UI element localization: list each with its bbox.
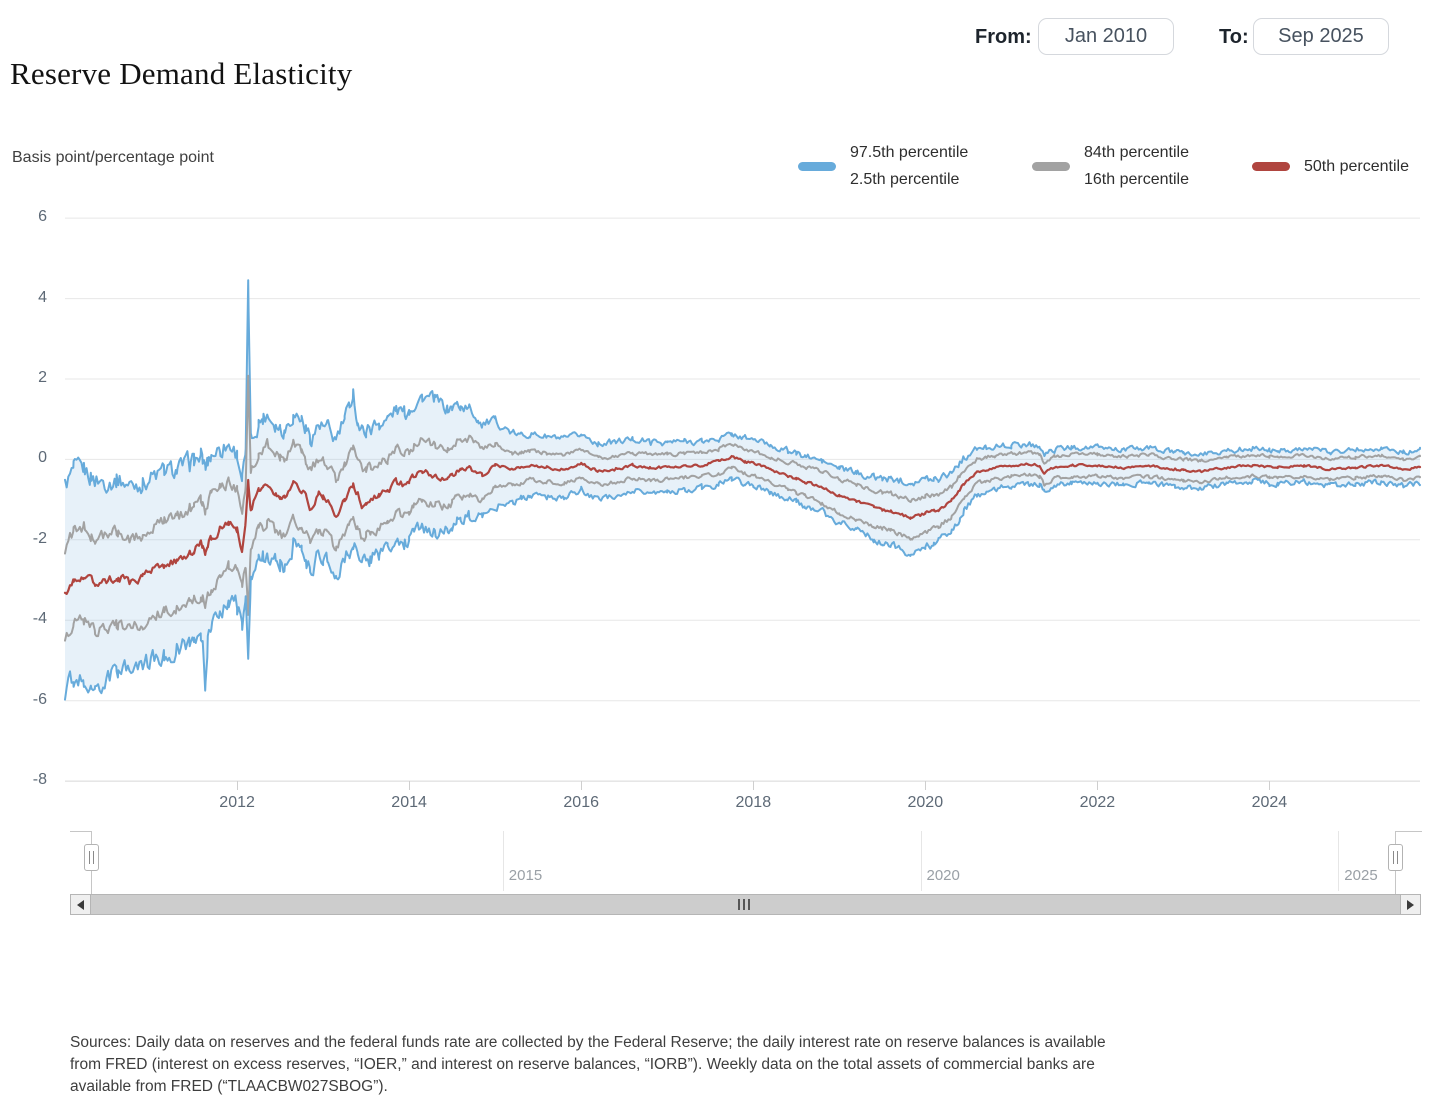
navigator-gridline-2020 xyxy=(920,831,922,891)
legend-label: 84th percentile xyxy=(1084,144,1189,161)
y-tick-label-6: 6 xyxy=(38,208,47,226)
series-line-84th-percentile xyxy=(64,374,1421,555)
legend-label: 50th percentile xyxy=(1304,157,1409,175)
scrollbar-grip[interactable] xyxy=(738,899,750,910)
legend-item-blue-band[interactable]: 97.5th percentile 2.5th percentile xyxy=(798,138,968,194)
y-tick-label--6: -6 xyxy=(32,690,47,708)
x-tick-mark-2012 xyxy=(237,781,239,790)
legend-swatch-gray-band xyxy=(1032,161,1070,171)
legend-label: 2.5th percentile xyxy=(850,171,960,188)
from-date-input[interactable]: Jan 2010 xyxy=(1038,18,1174,55)
legend-label: 16th percentile xyxy=(1084,171,1189,188)
x-tick-label-2014: 2014 xyxy=(391,794,427,811)
x-tick-label-2018: 2018 xyxy=(735,794,772,811)
x-tick-label-2012: 2012 xyxy=(219,794,255,811)
from-date-value: Jan 2010 xyxy=(1064,25,1148,47)
x-tick-mark-2022 xyxy=(1097,781,1099,790)
legend-swatch-median xyxy=(1252,161,1290,171)
page-title: Reserve Demand Elasticity xyxy=(10,56,353,91)
plot-area[interactable] xyxy=(65,208,1420,783)
percentile-band-fill xyxy=(65,280,1420,700)
legend-item-gray-band[interactable]: 84th percentile 16th percentile xyxy=(1032,138,1189,194)
series-line-16th-percentile xyxy=(64,465,1421,642)
legend-item-median[interactable]: 50th percentile xyxy=(1252,138,1409,194)
navigator-gridline-2025 xyxy=(1338,831,1340,891)
main-chart xyxy=(63,208,1422,783)
series-line-2.5th-percentile xyxy=(64,476,1421,701)
x-tick-mark-2020 xyxy=(925,781,927,790)
y-axis-title: Basis point/percentage point xyxy=(12,149,214,166)
to-date-input[interactable]: Sep 2025 xyxy=(1253,18,1389,55)
x-tick-label-2020: 2020 xyxy=(907,794,944,811)
navigator-gridline-2015 xyxy=(502,831,504,891)
navigator-left-handle[interactable] xyxy=(84,844,99,871)
x-tick-label-2022: 2022 xyxy=(1079,794,1116,811)
legend-labels-median: 50th percentile xyxy=(1304,153,1409,180)
scrollbar-right-arrow-button[interactable] xyxy=(1400,894,1421,915)
x-tick-mark-2014 xyxy=(409,781,411,790)
to-date-value: Sep 2025 xyxy=(1278,25,1364,47)
legend-label: 97.5th percentile xyxy=(850,144,969,161)
to-label: To: xyxy=(1219,26,1249,48)
navigator-outline-top-left xyxy=(70,831,92,832)
x-tick-mark-2016 xyxy=(581,781,583,790)
series-line-97.5th-percentile xyxy=(64,279,1421,495)
navigator-outline-top-right xyxy=(1395,831,1422,832)
series-line-50th-percentile xyxy=(63,455,1422,596)
navigator-label-2025: 2025 xyxy=(1344,867,1378,884)
x-tick-label-2024: 2024 xyxy=(1251,794,1288,811)
right-arrow-icon xyxy=(1407,899,1414,910)
navigator-right-handle[interactable] xyxy=(1388,844,1403,871)
source-note: Sources: Daily data on reserves and the … xyxy=(70,1034,1106,1095)
legend-swatch-blue-band xyxy=(798,161,836,171)
x-tick-mark-2024 xyxy=(1269,781,1271,790)
legend-labels-blue-band: 97.5th percentile 2.5th percentile xyxy=(850,139,968,193)
y-tick-label-0: 0 xyxy=(38,449,47,467)
y-tick-label--2: -2 xyxy=(32,529,47,547)
left-arrow-icon xyxy=(77,899,84,910)
navigator-label-2015: 2015 xyxy=(508,867,543,884)
x-tick-mark-2018 xyxy=(753,781,755,790)
y-tick-label--4: -4 xyxy=(32,610,47,628)
x-tick-label-2016: 2016 xyxy=(563,794,599,811)
scrollbar-left-arrow-button[interactable] xyxy=(70,894,91,915)
y-tick-label--8: -8 xyxy=(32,771,47,789)
from-label: From: xyxy=(975,26,1032,48)
legend-labels-gray-band: 84th percentile 16th percentile xyxy=(1084,139,1189,193)
y-tick-label-2: 2 xyxy=(38,368,47,386)
y-tick-label-4: 4 xyxy=(38,288,47,306)
navigator-label-2020: 2020 xyxy=(926,867,960,884)
